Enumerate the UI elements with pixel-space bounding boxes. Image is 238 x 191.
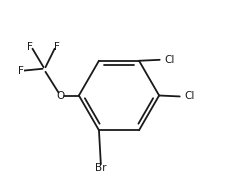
Text: Cl: Cl [164,55,174,65]
Text: F: F [54,42,60,52]
Text: O: O [57,91,65,100]
Text: Cl: Cl [184,91,194,101]
Text: F: F [27,42,33,52]
Text: Br: Br [95,163,107,173]
Text: F: F [18,66,24,76]
